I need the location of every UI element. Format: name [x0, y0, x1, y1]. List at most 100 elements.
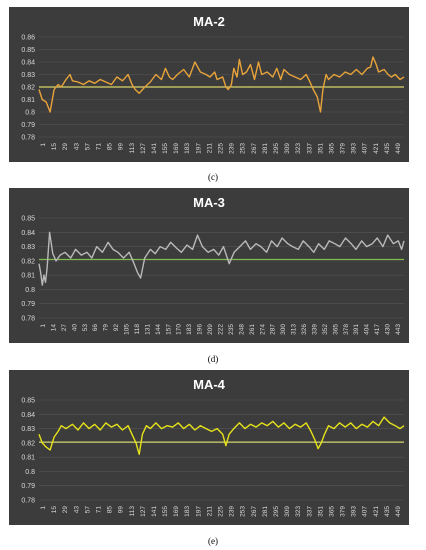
x-tick-label: 15: [51, 506, 58, 514]
x-tick-label: 29: [62, 506, 69, 514]
x-tick-label: 211: [206, 143, 213, 154]
x-tick-label: 287: [270, 324, 277, 335]
caption-c: (c): [208, 172, 218, 182]
y-tick-label: 0.82: [21, 440, 35, 447]
caption-d: (d): [207, 354, 219, 364]
x-tick-label: 365: [332, 324, 339, 335]
x-tick-label: 313: [291, 324, 298, 335]
y-tick-label: 0.79: [21, 483, 35, 490]
x-tick-label: 209: [207, 324, 214, 335]
x-tick-label: 99: [118, 143, 125, 151]
y-tick-label: 0.8: [25, 287, 35, 294]
x-tick-label: 323: [295, 506, 302, 517]
x-tick-label: 379: [340, 143, 347, 154]
x-tick-label: 281: [262, 143, 269, 154]
x-tick-label: 393: [351, 143, 358, 154]
y-tick-label: 0.81: [21, 97, 35, 104]
chart-background: [9, 370, 409, 525]
y-tick-label: 0.8: [25, 469, 35, 476]
chart-ma4-svg: MA-4 0.85 0.84 0.83 0.82 0.81 0.8 0.79 0.78 1 15 29…: [9, 370, 409, 525]
x-tick-label: 391: [353, 324, 360, 335]
x-tick-label: 27: [61, 324, 68, 332]
series-line: [38, 416, 405, 456]
chart-background: [9, 188, 409, 343]
y-tick-label: 0.78: [21, 498, 35, 505]
x-tick-label: 141: [151, 143, 158, 154]
x-tick-label: 239: [229, 143, 236, 154]
x-tick-label: 435: [384, 143, 391, 154]
x-tick-label: 295: [273, 506, 280, 517]
x-tick-label: 337: [306, 506, 313, 517]
x-tick-label: 225: [218, 506, 225, 517]
y-tick-label: 0.85: [21, 216, 35, 223]
x-tick-label: 253: [240, 506, 247, 517]
caption-e: (e): [208, 536, 218, 546]
x-tick-label: 85: [107, 143, 114, 151]
chart-panel-ma3: MA-3 0.85 0.84 0.83 0.82 0.81 0.8 0.79 0.78 1 14 27…: [9, 188, 409, 343]
chart-title: MA-4: [193, 377, 226, 392]
x-tick-label: 155: [162, 143, 169, 154]
x-tick-label: 196: [197, 324, 204, 335]
y-tick-label: 0.78: [21, 135, 35, 142]
x-tick-label: 365: [328, 506, 335, 517]
x-tick-label: 404: [364, 324, 371, 335]
y-tick-label: 0.82: [21, 258, 35, 265]
x-tick-label: 300: [280, 324, 287, 335]
x-tick-label: 261: [249, 324, 256, 335]
x-tick-label: 57: [84, 143, 91, 151]
x-tick-label: 421: [373, 143, 380, 154]
x-tick-label: 15: [51, 143, 58, 151]
x-tick-label: 85: [107, 506, 114, 514]
x-tick-label: 57: [84, 506, 91, 514]
x-tick-label: 323: [295, 143, 302, 154]
x-tick-label: 239: [229, 506, 236, 517]
x-tick-label: 53: [82, 324, 89, 332]
x-tick-label: 169: [173, 506, 180, 517]
x-tick-label: 183: [184, 143, 191, 154]
x-tick-label: 183: [184, 506, 191, 517]
x-tick-label: 29: [62, 143, 69, 151]
x-tick-label: 393: [351, 506, 358, 517]
x-tick-label: 309: [284, 143, 291, 154]
x-tick-label: 449: [395, 143, 402, 154]
x-tick-label: 435: [384, 506, 391, 517]
y-tick-label: 0.83: [21, 244, 35, 251]
y-tick-label: 0.85: [21, 47, 35, 54]
series-line: [38, 231, 405, 286]
y-tick-label: 0.81: [21, 455, 35, 462]
x-tick-label: 127: [140, 506, 147, 517]
x-tick-label: 183: [186, 324, 193, 335]
x-tick-label: 71: [95, 143, 102, 151]
x-tick-label: 351: [317, 506, 324, 517]
x-tick-label: 225: [218, 143, 225, 154]
y-tick-label: 0.81: [21, 273, 35, 280]
x-tick-label: 43: [73, 143, 80, 151]
y-tick-label: 0.78: [21, 316, 35, 323]
x-tick-label: 144: [155, 324, 162, 335]
x-tick-label: 127: [140, 143, 147, 154]
y-tick-label: 0.79: [21, 122, 35, 129]
y-tick-label: 0.86: [21, 35, 35, 42]
x-tick-label: 105: [124, 324, 131, 335]
x-tick-label: 430: [385, 324, 392, 335]
x-tick-label: 449: [395, 506, 402, 517]
x-tick-label: 197: [195, 143, 202, 154]
x-tick-label: 113: [129, 506, 136, 517]
x-tick-label: 267: [251, 506, 258, 517]
chart-title: MA-3: [193, 195, 225, 210]
chart-background: [9, 7, 409, 162]
x-tick-label: 248: [238, 324, 245, 335]
x-tick-label: 339: [311, 324, 318, 335]
x-tick-label: 1: [40, 324, 47, 328]
x-tick-label: 379: [340, 506, 347, 517]
x-tick-label: 40: [71, 324, 78, 332]
x-tick-label: 79: [103, 324, 110, 332]
x-tick-label: 169: [173, 143, 180, 154]
x-tick-label: 113: [129, 143, 136, 154]
y-tick-label: 0.83: [21, 426, 35, 433]
x-tick-label: 197: [195, 506, 202, 517]
x-tick-label: 235: [228, 324, 235, 335]
x-tick-label: 352: [322, 324, 329, 335]
x-tick-label: 222: [218, 324, 225, 335]
y-tick-label: 0.84: [21, 60, 35, 67]
